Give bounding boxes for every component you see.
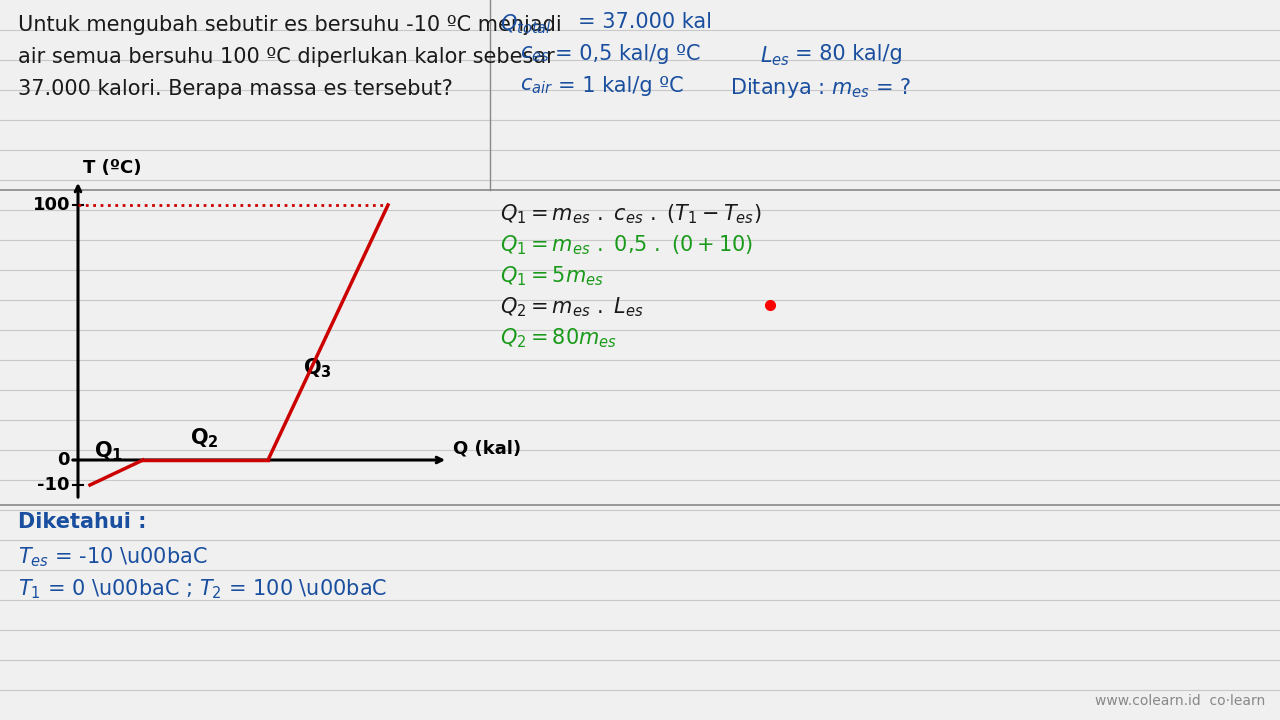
Text: = 37.000 kal: = 37.000 kal [579,12,712,32]
Text: $Q_2 = m_{es}\ .\ L_{es}$: $Q_2 = m_{es}\ .\ L_{es}$ [500,295,644,318]
Text: -10: -10 [37,476,70,494]
Text: $Q_2 = 80m_{es}$: $Q_2 = 80m_{es}$ [500,326,617,350]
Text: $L_{es}$: $L_{es}$ [760,44,790,68]
Text: 37.000 kalori. Berapa massa es tersebut?: 37.000 kalori. Berapa massa es tersebut? [18,79,453,99]
Text: $Q_1 = m_{es}\ .\ c_{es}\ .\ (T_1 - T_{es})$: $Q_1 = m_{es}\ .\ c_{es}\ .\ (T_1 - T_{e… [500,202,762,225]
Text: air semua bersuhu 100 ºC diperlukan kalor sebesar: air semua bersuhu 100 ºC diperlukan kalo… [18,47,554,67]
Text: $c_{es}$: $c_{es}$ [520,44,550,64]
Text: $Q_1 = 5m_{es}$: $Q_1 = 5m_{es}$ [500,264,604,287]
Text: T (ºC): T (ºC) [83,159,142,177]
Text: 100: 100 [32,196,70,214]
Text: = 1 kal/g ºC: = 1 kal/g ºC [558,76,684,96]
Text: $T_{es}$ = -10 \u00baC: $T_{es}$ = -10 \u00baC [18,545,207,569]
Text: Diketahui :: Diketahui : [18,512,146,532]
Text: $\mathbf{Q_1}$: $\mathbf{Q_1}$ [93,439,123,463]
Text: Untuk mengubah sebutir es bersuhu -10 ºC menjadi: Untuk mengubah sebutir es bersuhu -10 ºC… [18,15,562,35]
Text: = 80 kal/g: = 80 kal/g [795,44,902,64]
Text: Ditanya : $m_{es}$ = ?: Ditanya : $m_{es}$ = ? [730,76,911,100]
Text: $c_{air}$: $c_{air}$ [520,76,553,96]
Text: 0: 0 [58,451,70,469]
Text: = 0,5 kal/g ºC: = 0,5 kal/g ºC [556,44,700,64]
Text: www.colearn.id  co·learn: www.colearn.id co·learn [1094,694,1265,708]
Text: $T_1$ = 0 \u00baC ; $T_2$ = 100 \u00baC: $T_1$ = 0 \u00baC ; $T_2$ = 100 \u00baC [18,577,388,600]
Text: $Q_1 = m_{es}\ .\ 0{,}5\ .\ (0 + 10)$: $Q_1 = m_{es}\ .\ 0{,}5\ .\ (0 + 10)$ [500,233,753,256]
Text: $\mathbf{Q_2}$: $\mathbf{Q_2}$ [191,426,219,450]
Text: $\mathbf{Q_3}$: $\mathbf{Q_3}$ [303,356,332,380]
Text: Q (kal): Q (kal) [453,440,521,458]
Text: $Q_{total}$: $Q_{total}$ [500,12,552,35]
